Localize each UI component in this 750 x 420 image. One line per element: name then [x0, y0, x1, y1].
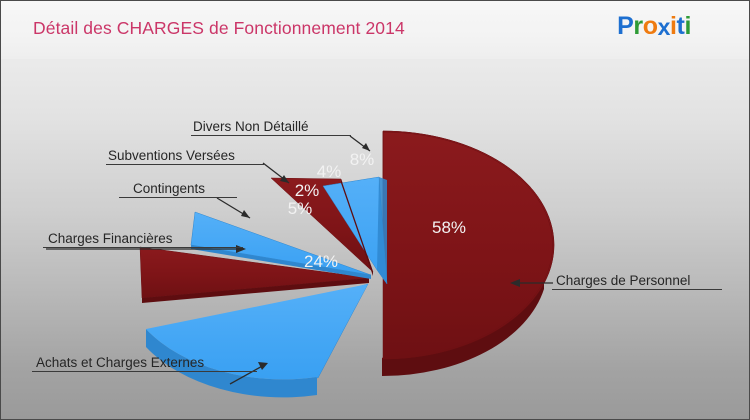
- callout-label-financieres: Charges Financières: [48, 231, 173, 246]
- arrow-achats: [229, 363, 267, 385]
- logo-letter-i-first: i: [669, 12, 677, 40]
- callout-divers-non-detaille[interactable]: Divers Non Détaillé: [191, 119, 351, 136]
- callout-rule-subventions: [106, 164, 264, 165]
- slice-achats-wedge-fill: [146, 284, 368, 380]
- callout-rule-financieres: [43, 247, 243, 248]
- callout-label-subventions: Subventions Versées: [108, 148, 235, 163]
- callout-rule-personnel: [552, 289, 722, 290]
- logo-letter-o: o: [642, 12, 658, 40]
- wall-financieres: [142, 278, 369, 303]
- pie-chart-svg: 58% 24% 5% 2% 4% 8%: [46, 130, 555, 398]
- pct-personnel: 58%: [432, 218, 466, 237]
- slice-wall-personnel: [382, 271, 544, 377]
- callout-charges-de-personnel[interactable]: Charges de Personnel: [552, 273, 722, 290]
- logo-letter-p: P: [617, 12, 634, 40]
- callout-arrows: [46, 135, 553, 385]
- callout-label-divers: Divers Non Détaillé: [193, 119, 309, 134]
- slice-percent-labels: 58% 24% 5% 2% 4% 8%: [288, 150, 466, 271]
- pct-subventions: 4%: [317, 162, 342, 181]
- logo-letter-x: x: [657, 14, 671, 40]
- pct-achats: 24%: [304, 252, 338, 271]
- wall-divers: [377, 177, 387, 284]
- callout-label-achats: Achats et Charges Externes: [36, 355, 205, 370]
- callout-charges-financieres[interactable]: Charges Financières: [43, 231, 243, 248]
- logo-letter-i-second: i: [684, 12, 691, 40]
- callout-label-contingents: Contingents: [133, 181, 206, 196]
- page-title: Détail des CHARGES de Fonctionnement 201…: [33, 18, 405, 38]
- pie-3d-walls: [146, 271, 544, 398]
- pct-financieres: 5%: [288, 199, 313, 218]
- logo-letter-t: t: [676, 12, 685, 40]
- slice-charges-de-personnel[interactable]: [381, 130, 555, 360]
- callout-rule-achats: [32, 371, 257, 372]
- arrow-head-personnel: [510, 279, 520, 287]
- slice-wall-achats: [146, 329, 317, 398]
- callout-achats-et-charges-externes[interactable]: Achats et Charges Externes: [32, 355, 257, 372]
- arrow-head-contingents: [241, 210, 250, 218]
- arrow-head-achats: [258, 362, 268, 370]
- callout-rule-divers: [191, 135, 351, 136]
- page-header: Détail des CHARGES de Fonctionnement 201…: [1, 1, 749, 59]
- callout-subventions-versees[interactable]: Subventions Versées: [106, 148, 264, 165]
- callout-label-personnel: Charges de Personnel: [556, 273, 691, 288]
- proxiti-logo: Proxiti: [617, 12, 691, 41]
- arrow-head-subventions: [280, 175, 289, 183]
- pie-chart: 58% 24% 5% 2% 4% 8% Divers Non Détaillé …: [1, 59, 749, 419]
- wall-subventions: [341, 179, 373, 276]
- wall-contingents: [191, 245, 371, 279]
- pie-thin-slice-walls: [142, 177, 387, 303]
- callout-contingents[interactable]: Contingents: [119, 181, 237, 198]
- pct-divers: 8%: [350, 150, 375, 169]
- callout-rule-contingents: [119, 197, 237, 198]
- arrow-head-divers: [362, 143, 370, 151]
- pct-contingents: 2%: [295, 181, 320, 200]
- logo-letter-r: r: [633, 12, 643, 40]
